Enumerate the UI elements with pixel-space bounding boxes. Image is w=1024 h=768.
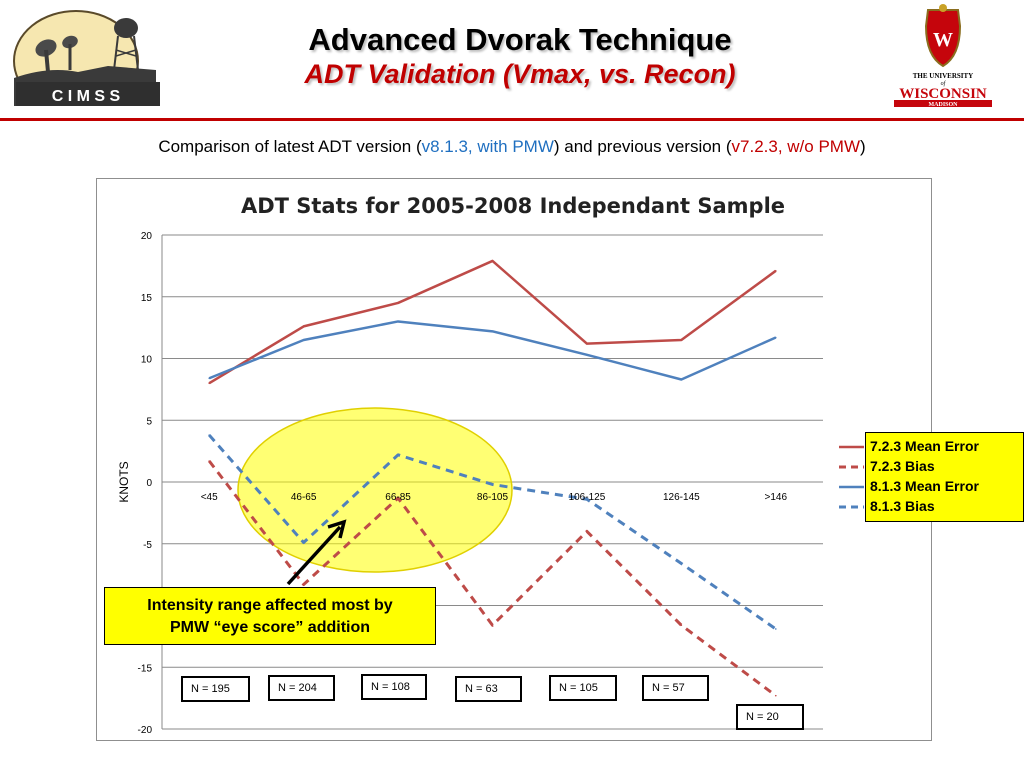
y-tick-label: -20 xyxy=(138,725,153,736)
y-tick-label: 0 xyxy=(146,478,152,489)
crest-icon xyxy=(924,9,962,68)
x-tick-label: <45 xyxy=(201,492,218,503)
y-tick-label: 5 xyxy=(146,416,152,427)
x-tick-label: 106-125 xyxy=(569,492,606,503)
comparison-text: Comparison of latest ADT version (v8.1.3… xyxy=(158,137,866,156)
annotation-arrow xyxy=(286,525,342,586)
data-point xyxy=(774,336,777,339)
sample-size-label: N = 57 xyxy=(642,675,709,701)
y-tick-label: -15 xyxy=(138,663,153,674)
arrow-head-icon xyxy=(327,519,347,539)
svg-text:WISCONSIN: WISCONSIN xyxy=(899,86,987,102)
sample-size-label: N = 20 xyxy=(736,704,804,730)
data-point xyxy=(586,342,588,345)
data-point xyxy=(491,483,494,486)
data-point xyxy=(397,302,399,304)
y-tick-label: 10 xyxy=(141,355,153,366)
data-point xyxy=(397,320,399,323)
x-tick-label: >146 xyxy=(765,492,788,503)
uw-madison-logo: W THE UNIVERSITY of WISCONSIN MADISON xyxy=(894,4,992,108)
data-point xyxy=(680,562,683,565)
data-point xyxy=(491,624,494,627)
chart-title: ADT Stats for 2005-2008 Independant Samp… xyxy=(241,194,785,218)
annotation-callout: Intensity range affected most by PMW “ey… xyxy=(104,587,436,645)
data-point xyxy=(586,353,588,356)
data-point xyxy=(302,339,305,341)
legend-item-723-mean: 7.2.3 Mean Error xyxy=(870,438,979,454)
sample-size-label: N = 204 xyxy=(268,675,335,701)
data-point xyxy=(586,530,588,533)
sample-size-label: N = 105 xyxy=(549,675,617,701)
data-point xyxy=(397,497,399,499)
new-version-label: v8.1.3, with PMW xyxy=(421,137,554,156)
cimss-logo: C I M S S xyxy=(13,10,160,106)
svg-text:W: W xyxy=(933,29,953,51)
legend: 7.2.3 Mean Error 7.2.3 Bias 8.1.3 Mean E… xyxy=(870,436,979,516)
legend-box xyxy=(865,432,1024,522)
legend-item-813-bias: 8.1.3 Bias xyxy=(870,498,935,514)
data-point xyxy=(302,541,305,544)
y-axis-label: KNOTS xyxy=(117,461,131,502)
x-tick-label: 86-105 xyxy=(477,492,509,503)
legend-item-723-bias: 7.2.3 Bias xyxy=(870,458,935,474)
cimss-logo-text: C I M S S xyxy=(52,88,121,105)
data-point xyxy=(208,377,211,380)
svg-text:of: of xyxy=(941,80,947,87)
x-tick-label: 46-65 xyxy=(291,492,317,503)
data-point xyxy=(774,270,777,272)
data-point xyxy=(208,434,211,436)
data-point xyxy=(774,694,777,697)
legend-swatches xyxy=(839,445,864,509)
x-tick-label: 126-145 xyxy=(663,492,700,503)
y-tick-label: -5 xyxy=(143,540,152,551)
header-divider xyxy=(0,118,1024,121)
y-tick-label: 15 xyxy=(141,293,153,304)
data-point xyxy=(208,382,211,385)
sample-size-label: N = 63 xyxy=(455,676,522,702)
data-point xyxy=(397,454,399,456)
title-block: Advanced Dvorak Technique ADT Validation… xyxy=(180,22,860,90)
x-tick-label: 66-85 xyxy=(385,492,411,503)
data-point xyxy=(491,260,494,262)
data-point xyxy=(208,460,211,462)
svg-text:THE UNIVERSITY: THE UNIVERSITY xyxy=(913,72,974,80)
data-point xyxy=(680,624,683,627)
data-point xyxy=(302,325,305,328)
data-point xyxy=(586,498,588,501)
sample-size-label: N = 195 xyxy=(181,676,250,702)
data-point xyxy=(680,339,683,341)
series-line xyxy=(208,259,777,385)
data-point xyxy=(680,378,683,381)
y-tick-label: 20 xyxy=(141,231,153,242)
data-point xyxy=(774,628,777,630)
old-version-label: v7.2.3, w/o PMW xyxy=(731,137,860,156)
sample-size-label: N = 108 xyxy=(361,674,427,700)
legend-item-813-mean: 8.1.3 Mean Error xyxy=(870,478,979,494)
data-point xyxy=(302,583,305,586)
svg-text:MADISON: MADISON xyxy=(928,102,958,108)
data-point xyxy=(491,330,494,333)
series-line xyxy=(208,320,777,381)
slide-title: Advanced Dvorak Technique xyxy=(308,22,732,57)
slide-subtitle: ADT Validation (Vmax, vs. Recon) xyxy=(304,59,736,89)
chart-frame xyxy=(96,178,932,741)
highlight-ellipse xyxy=(237,407,513,573)
